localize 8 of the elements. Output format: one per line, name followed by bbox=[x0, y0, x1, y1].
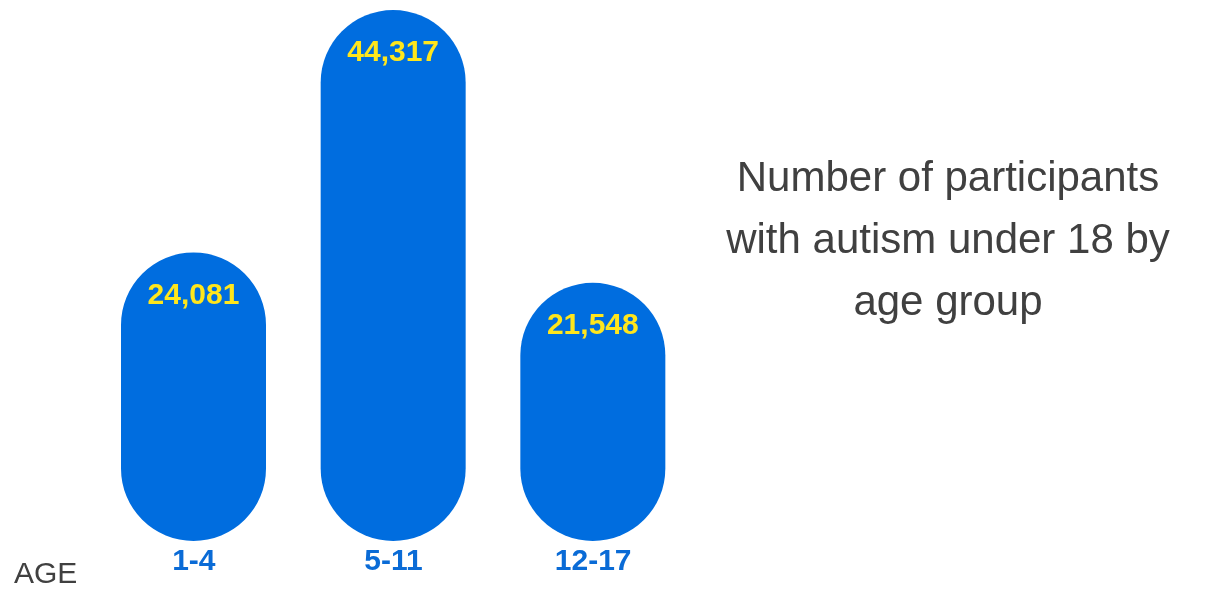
data-label: 44,317 bbox=[347, 34, 440, 68]
x-axis-title: AGE bbox=[14, 556, 78, 590]
x-tick-label: 12-17 bbox=[554, 543, 632, 577]
data-label: 24,081 bbox=[147, 276, 240, 310]
x-tick-label: 5-11 bbox=[364, 543, 423, 577]
text: Number of participants with autism under 18 by age group bbox=[725, 152, 1171, 326]
x-tick-label: 1-4 bbox=[172, 543, 216, 577]
data-label: 21,548 bbox=[546, 307, 639, 341]
